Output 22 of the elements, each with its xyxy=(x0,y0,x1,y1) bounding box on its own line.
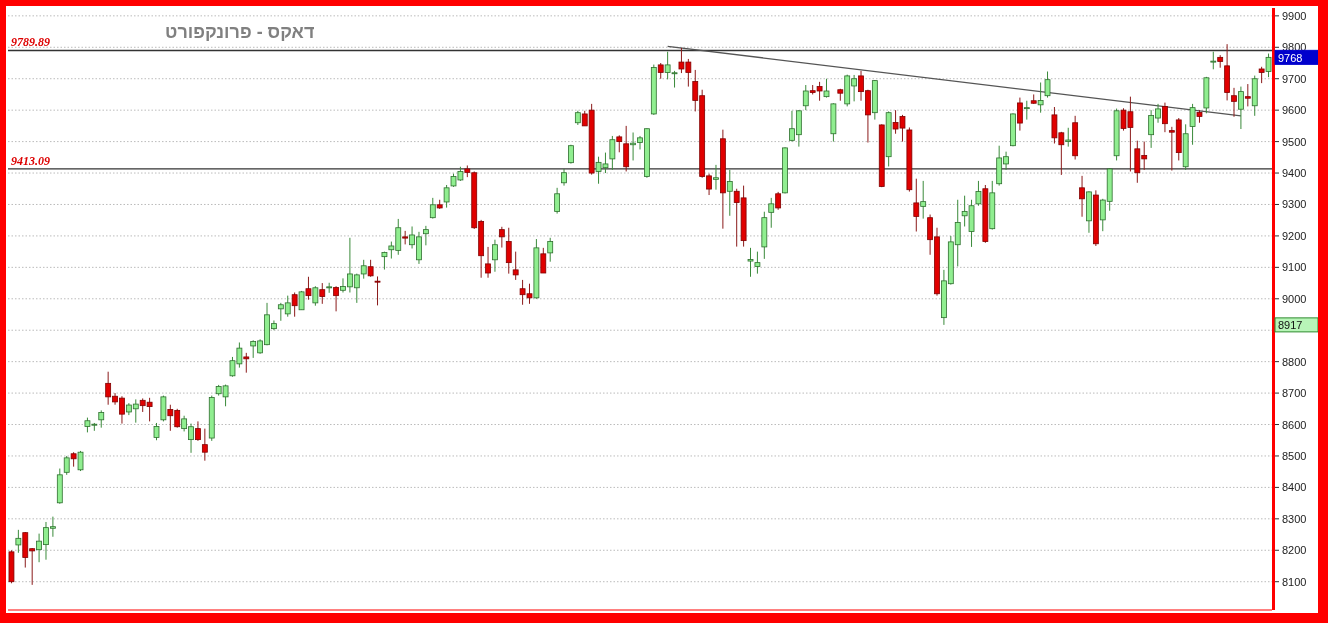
annotation: 9768 xyxy=(1274,49,1318,65)
y-tick-label: 8600 xyxy=(1282,418,1307,431)
y-tick-label: 8100 xyxy=(1282,575,1307,588)
y-tick-label: 9100 xyxy=(1282,261,1307,274)
text: דאקס - פרונקפורט xyxy=(165,22,315,42)
y-tick-label: 9700 xyxy=(1282,72,1307,85)
y-tick-label: 8400 xyxy=(1282,481,1307,494)
y-tick-label: 9500 xyxy=(1282,135,1307,148)
y-tick-label: 8700 xyxy=(1282,387,1307,400)
y-tick-label: 9400 xyxy=(1282,167,1307,180)
annotation: 8917 xyxy=(1274,317,1318,333)
y-tick-label: 9000 xyxy=(1282,292,1307,305)
y-tick-label: 9200 xyxy=(1282,229,1307,242)
y-tick-label: 8200 xyxy=(1282,544,1307,557)
y-tick-label: 9600 xyxy=(1282,104,1307,117)
ref-line-label: 9789.89 xyxy=(11,35,50,50)
y-tick-label: 8300 xyxy=(1282,512,1307,525)
ref-line-label: 9413.09 xyxy=(11,153,50,168)
y-tick-label: 9900 xyxy=(1282,9,1307,22)
y-tick-label: 8800 xyxy=(1282,355,1307,368)
y-tick-label: 9300 xyxy=(1282,198,1307,211)
y-tick-label: 8500 xyxy=(1282,449,1307,462)
